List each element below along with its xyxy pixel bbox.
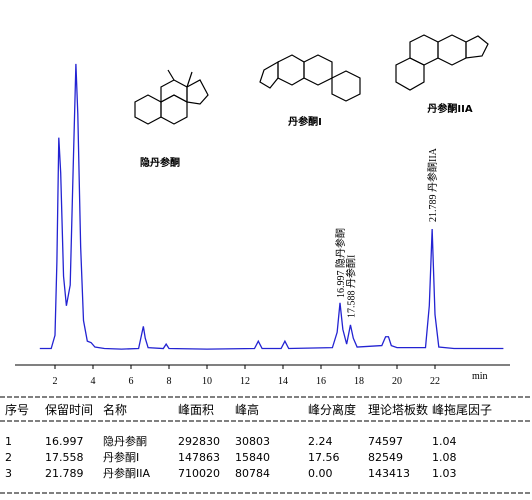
table-header: 名称 <box>103 402 127 417</box>
table-cell: 710020 <box>178 467 220 480</box>
peak-annotation: 21.789 丹参酮IIA <box>426 147 439 222</box>
table-cell: 1.08 <box>432 451 457 464</box>
table-cell: 1.04 <box>432 435 457 448</box>
x-tick-label: 6 <box>129 376 134 387</box>
table-cell: 2 <box>5 451 12 464</box>
structure-drawings <box>134 34 489 125</box>
trace <box>39 63 504 350</box>
x-tick-label: 16 <box>316 376 326 387</box>
x-tick-label: 12 <box>240 376 250 387</box>
x-tick-label: 10 <box>202 376 212 387</box>
table-cell: 292830 <box>178 435 220 448</box>
x-tick-label: 2 <box>53 376 58 387</box>
table: 序号 保留时间 名称 峰面积 峰高 峰分离度 理论塔板数 峰拖尾因子 1 16.997 隐丹参酮 29… <box>0 396 532 494</box>
peak-annotation: 17.588 丹参酮I <box>344 255 357 318</box>
table-cell: 2.24 <box>308 435 333 448</box>
table-cell: 隐丹参酮 <box>103 434 147 448</box>
table-cell: 17.56 <box>308 451 340 464</box>
structure-label: 丹参酮I <box>288 115 322 128</box>
table-cell: 143413 <box>368 467 410 480</box>
x-tick-label: 20 <box>392 376 402 387</box>
table-cell: 丹参酮IIA <box>103 466 150 480</box>
table-cell: 丹参酮I <box>103 450 139 464</box>
table-cell: 16.997 <box>45 435 84 448</box>
peak-annotation: 16.997 隐丹参酮 <box>334 228 347 298</box>
table-cell: 15840 <box>235 451 270 464</box>
table-header: 理论塔板数 <box>368 402 428 417</box>
table-cell: 3 <box>5 467 12 480</box>
table-cell: 82549 <box>368 451 403 464</box>
structure-label: 丹参酮IIA <box>427 102 472 115</box>
table-cell: 0.00 <box>308 467 333 480</box>
table-cell: 30803 <box>235 435 270 448</box>
table-header: 峰分离度 <box>308 402 356 417</box>
x-tick-label: 8 <box>167 376 172 387</box>
table-header: 峰面积 <box>178 403 214 417</box>
table-cell: 147863 <box>178 451 220 464</box>
table-cell: 17.558 <box>45 451 84 464</box>
table-cell: 1.03 <box>432 467 457 480</box>
table-cell: 1 <box>5 435 12 448</box>
x-tick-label: 22 <box>430 376 440 387</box>
table-cell: 74597 <box>368 435 403 448</box>
table-header: 保留时间 <box>45 403 93 417</box>
table-cell: 21.789 <box>45 467 84 480</box>
x-tick-label: 14 <box>278 376 288 387</box>
table-header: 峰拖尾因子 <box>432 403 492 417</box>
table-header: 峰高 <box>235 402 259 417</box>
structure-label: 隐丹参酮 <box>140 156 180 169</box>
x-axis-label: min <box>472 371 488 382</box>
table-header: 序号 <box>5 402 29 417</box>
table-cell: 80784 <box>235 467 270 480</box>
x-tick-label: 4 <box>91 376 96 387</box>
x-tick-label: 18 <box>354 376 364 387</box>
